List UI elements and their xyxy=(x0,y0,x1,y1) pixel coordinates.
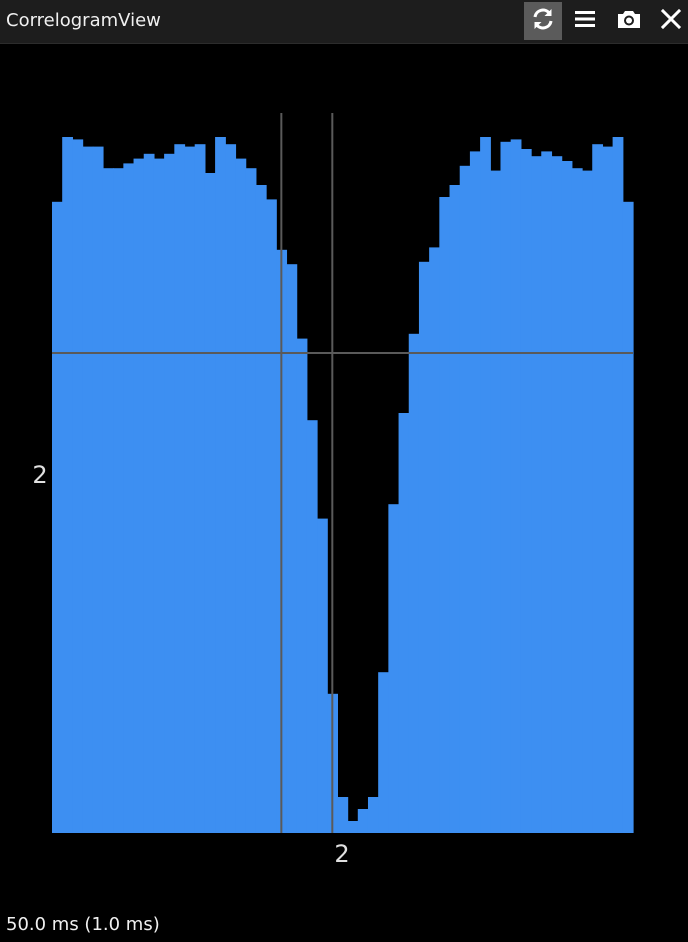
title-bar: CorrelogramView xyxy=(0,0,688,44)
histogram-bar xyxy=(500,141,512,834)
histogram-bar xyxy=(612,137,624,833)
close-icon xyxy=(660,8,682,34)
histogram-bar xyxy=(174,144,186,833)
window-title: CorrelogramView xyxy=(6,10,161,31)
histogram-bar xyxy=(215,137,226,833)
histogram-bar xyxy=(561,161,573,833)
histogram-bar xyxy=(317,518,328,833)
histogram-bar xyxy=(398,413,410,833)
histogram-bar xyxy=(602,146,614,834)
histogram-bar xyxy=(52,201,63,834)
histogram-bar xyxy=(367,797,379,833)
status-text: 50.0 ms (1.0 ms) xyxy=(6,914,160,935)
correlogram-plot[interactable]: 2 2 xyxy=(0,45,688,905)
camera-icon xyxy=(616,7,642,35)
histogram-bar xyxy=(184,146,196,834)
histogram-bar xyxy=(72,139,84,833)
histogram-bar xyxy=(225,144,237,833)
histogram-bar xyxy=(541,151,553,833)
close-button[interactable] xyxy=(652,2,688,40)
histogram-bar xyxy=(551,156,563,833)
histogram-bar xyxy=(520,149,532,833)
histogram-bar xyxy=(164,153,175,834)
histogram-bar xyxy=(531,156,542,833)
histogram-bar xyxy=(480,137,491,833)
histogram-bars xyxy=(52,137,634,834)
histogram-bar xyxy=(153,158,165,834)
histogram-bar xyxy=(439,197,451,833)
y-tick-label: 2 xyxy=(32,461,47,489)
menu-icon xyxy=(573,7,597,35)
histogram-bar xyxy=(204,173,216,833)
refresh-button[interactable] xyxy=(524,2,562,40)
histogram-bar xyxy=(102,168,114,833)
guide-lines xyxy=(52,113,633,833)
histogram-bar xyxy=(469,151,481,833)
refresh-icon xyxy=(530,6,556,36)
histogram-bar xyxy=(571,168,583,833)
histogram-bar xyxy=(449,185,461,833)
histogram-bar xyxy=(378,672,389,833)
histogram-bar xyxy=(408,333,420,833)
histogram-bar xyxy=(296,338,308,833)
histogram-bar xyxy=(113,168,124,833)
histogram-bar xyxy=(255,185,267,833)
histogram-bar xyxy=(123,163,135,833)
histogram-bar xyxy=(429,247,440,833)
histogram-bar xyxy=(235,158,247,834)
histogram-bar xyxy=(418,261,430,833)
histogram-bar xyxy=(490,170,502,834)
snapshot-button[interactable] xyxy=(610,2,648,40)
histogram-bar xyxy=(306,420,318,833)
histogram-bar xyxy=(143,153,155,834)
histogram-bar xyxy=(459,165,471,834)
histogram-bar xyxy=(92,146,104,834)
histogram-bar xyxy=(347,821,359,833)
histogram-bar xyxy=(622,201,634,834)
histogram-bar xyxy=(337,797,349,833)
histogram-bar xyxy=(592,144,604,833)
histogram-bar xyxy=(286,264,298,833)
histogram-bar xyxy=(266,199,277,833)
histogram-bar xyxy=(133,158,145,834)
histogram-bar xyxy=(388,504,400,833)
histogram-bar xyxy=(582,170,593,834)
histogram-bar xyxy=(82,146,94,834)
x-tick-label: 2 xyxy=(334,840,349,868)
histogram-bar xyxy=(245,168,257,833)
histogram-bar xyxy=(357,809,369,833)
histogram-bar xyxy=(62,137,73,833)
histogram-bar xyxy=(194,144,206,833)
menu-button[interactable] xyxy=(566,2,604,40)
histogram-bar xyxy=(510,139,522,833)
